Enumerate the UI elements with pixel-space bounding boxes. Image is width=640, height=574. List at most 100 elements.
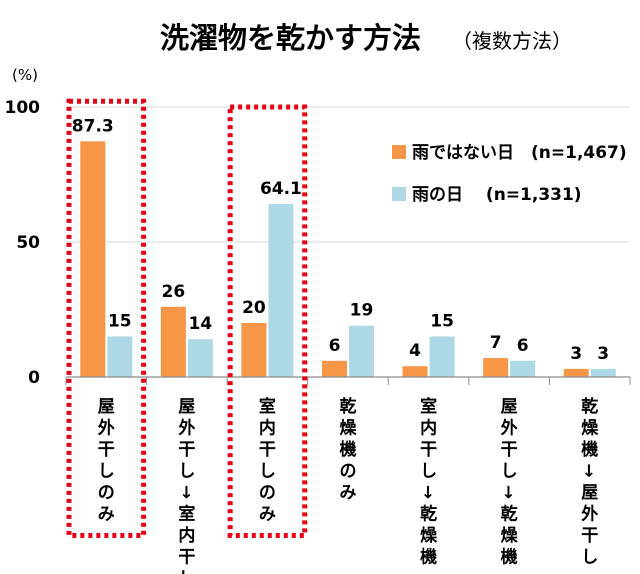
- highlight-boxes: [66, 98, 308, 538]
- svg-text:室: 室: [178, 504, 195, 525]
- svg-text:し: し: [178, 569, 195, 574]
- bar: [590, 368, 616, 377]
- svg-text:→: →: [498, 485, 518, 499]
- bars: [80, 141, 616, 377]
- bar: [80, 141, 106, 377]
- svg-text:干: 干: [420, 440, 437, 460]
- legend: 雨ではない日 (n=1,467) 雨の日 (n=1,331): [392, 143, 627, 205]
- svg-text:内: 内: [259, 418, 276, 439]
- svg-text:屋: 屋: [581, 483, 598, 503]
- data-label: 14: [189, 314, 213, 334]
- bar: [322, 360, 347, 377]
- svg-text:→: →: [176, 485, 196, 499]
- svg-text:室: 室: [259, 396, 276, 417]
- svg-text:外: 外: [581, 504, 598, 525]
- bar: [268, 203, 294, 377]
- bar: [429, 336, 455, 377]
- y-tick-label: 50: [16, 233, 40, 253]
- svg-text:の: の: [259, 483, 276, 503]
- data-label: 19: [350, 301, 374, 321]
- svg-text:乾: 乾: [501, 504, 518, 525]
- data-label: 87.3: [72, 116, 114, 136]
- svg-text:み: み: [98, 505, 115, 525]
- y-axis-unit: (%): [12, 66, 38, 84]
- svg-text:干: 干: [581, 526, 598, 546]
- bar: [160, 306, 186, 377]
- svg-text:機: 機: [340, 439, 357, 460]
- svg-text:内: 内: [178, 525, 195, 546]
- legend-label: 雨ではない日 (n=1,467): [412, 143, 627, 163]
- svg-text:屋: 屋: [98, 397, 115, 417]
- svg-text:外: 外: [501, 418, 518, 439]
- svg-text:し: し: [501, 462, 518, 482]
- svg-text:し: し: [259, 462, 276, 482]
- bar: [510, 360, 536, 377]
- data-label: 6: [517, 336, 529, 356]
- svg-text:干: 干: [259, 440, 276, 460]
- svg-text:燥: 燥: [420, 526, 438, 546]
- svg-text:乾: 乾: [420, 504, 437, 525]
- chart-title: 洗濯物を乾かす方法: [160, 21, 421, 55]
- svg-text:干: 干: [178, 440, 195, 460]
- svg-text:機: 機: [501, 547, 518, 568]
- svg-text:燥: 燥: [581, 419, 599, 439]
- chart-subtitle: （複数方法）: [452, 29, 572, 53]
- svg-text:屋: 屋: [178, 397, 195, 417]
- data-label: 20: [242, 298, 266, 318]
- data-label: 4: [409, 341, 421, 361]
- svg-text:し: し: [420, 462, 437, 482]
- bar: [187, 339, 213, 377]
- svg-text:室: 室: [420, 396, 437, 417]
- data-label: 3: [597, 344, 609, 364]
- svg-text:内: 内: [420, 418, 437, 439]
- svg-text:の: の: [98, 483, 115, 503]
- svg-text:み: み: [259, 505, 276, 525]
- data-label: 64.1: [260, 179, 302, 199]
- svg-text:外: 外: [178, 418, 195, 439]
- svg-text:干: 干: [178, 548, 195, 568]
- svg-text:機: 機: [420, 547, 437, 568]
- bar: [241, 323, 267, 377]
- data-label: 26: [162, 282, 186, 302]
- data-label: 3: [570, 344, 582, 364]
- y-tick-label: 100: [5, 98, 41, 118]
- svg-text:外: 外: [98, 418, 115, 439]
- svg-text:乾: 乾: [581, 396, 598, 417]
- svg-text:乾: 乾: [340, 396, 357, 417]
- data-label: 15: [430, 312, 454, 332]
- bar: [563, 368, 589, 377]
- highlight-box: [227, 104, 308, 538]
- svg-text:燥: 燥: [340, 419, 358, 439]
- highlight-box: [66, 98, 147, 538]
- bar: [402, 366, 428, 377]
- data-label: 6: [329, 336, 341, 356]
- svg-text:の: の: [340, 462, 357, 482]
- svg-text:→: →: [418, 485, 438, 499]
- bar: [107, 336, 133, 377]
- svg-text:→: →: [579, 463, 599, 477]
- legend-swatch: [392, 145, 406, 159]
- y-tick-label: 0: [28, 368, 40, 388]
- svg-text:機: 機: [581, 439, 598, 460]
- svg-text:干: 干: [98, 440, 115, 460]
- legend-label: 雨の日 (n=1,331): [412, 185, 582, 205]
- svg-text:し: し: [98, 462, 115, 482]
- bar: [483, 358, 509, 377]
- gridlines: [66, 106, 630, 243]
- axes: 0 50 100: [5, 98, 631, 388]
- data-label: 15: [108, 312, 132, 332]
- svg-text:み: み: [340, 483, 357, 503]
- svg-text:し: し: [178, 462, 195, 482]
- svg-text:屋: 屋: [501, 397, 518, 417]
- svg-text:燥: 燥: [501, 526, 519, 546]
- svg-text:干: 干: [501, 440, 518, 460]
- bar: [349, 325, 374, 377]
